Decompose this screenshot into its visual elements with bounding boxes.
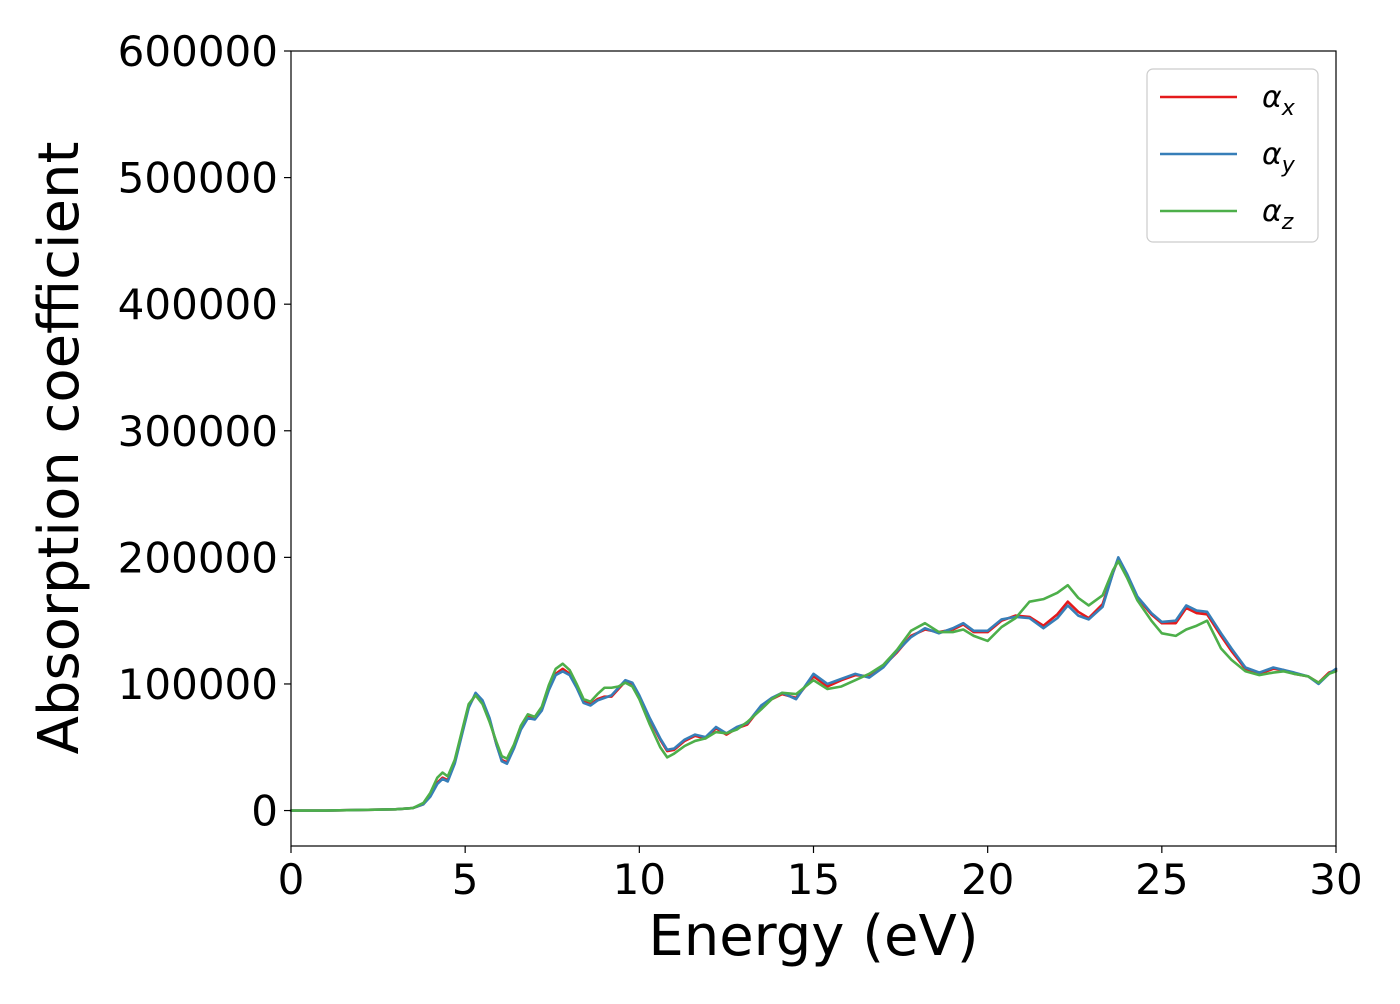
x-tick-label: 30 [1309, 855, 1362, 904]
x-tick-label: 20 [961, 855, 1014, 904]
x-tick-label: 0 [278, 855, 305, 904]
x-tick-label: 5 [452, 855, 479, 904]
legend-label-z: αz [1262, 194, 1294, 235]
x-axis-label: Energy (eV) [648, 904, 978, 969]
x-tick-label: 15 [787, 855, 840, 904]
y-tick-label: 200000 [118, 533, 278, 582]
series-lines-layer [289, 556, 1338, 812]
x-tick-label: 10 [613, 855, 666, 904]
x-tick-label: 25 [1135, 855, 1188, 904]
ticks-layer: 0 5 10 15 20 25 30 0 100000 200000 300000 400000 500… [118, 27, 1363, 904]
y-tick-label: 0 [251, 787, 278, 836]
y-tick-label: 300000 [118, 407, 278, 456]
series-line-z [289, 559, 1338, 812]
legend-box [1146, 68, 1319, 243]
legend-label-y: αy [1262, 137, 1296, 178]
legend: αx αy αz [1146, 68, 1319, 243]
y-tick-label: 600000 [118, 27, 278, 76]
y-tick-label: 100000 [118, 660, 278, 709]
series-line-y [289, 556, 1338, 812]
y-tick-label: 500000 [118, 154, 278, 203]
legend-entries: αx αy αz [1160, 80, 1296, 235]
y-axis-label: Absorption coefficient [27, 142, 92, 755]
y-tick-label: 400000 [118, 280, 278, 329]
series-line-x [289, 557, 1338, 812]
legend-label-x: αx [1262, 80, 1296, 121]
